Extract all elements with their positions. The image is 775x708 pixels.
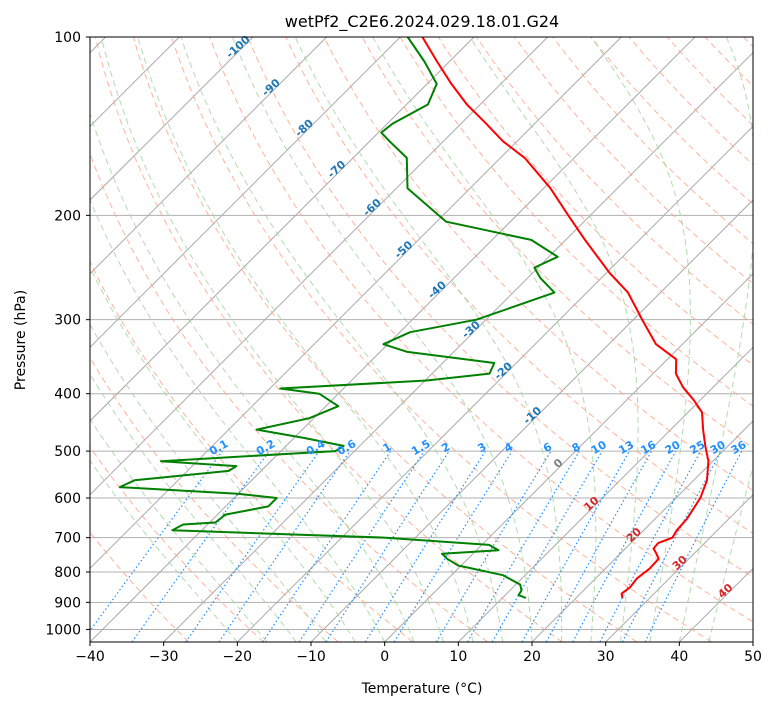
- dry-adiabat-line: [247, 37, 753, 578]
- isotherm-line: [457, 346, 753, 642]
- isotherm-line: [384, 272, 753, 642]
- moist-adiabat-line: [678, 37, 753, 642]
- moist-adiabat-line: [372, 37, 597, 642]
- moist-adiabat-line: [180, 37, 503, 642]
- dry-adiabat-line: [628, 37, 753, 166]
- y-tick-label: 400: [54, 387, 81, 403]
- x-tick-label: 10: [449, 649, 467, 665]
- dry-adiabat-line: [514, 37, 753, 285]
- dry-adiabat-line: [209, 37, 753, 623]
- dry-adiabat-line: [132, 37, 638, 642]
- isotherm-line: [236, 125, 753, 642]
- moist-adiabat-line: [90, 459, 238, 642]
- moist-adiabat-line: [90, 373, 297, 642]
- isotherm-line: [163, 51, 753, 642]
- dry-adiabat-line: [361, 37, 753, 449]
- y-tick-label: 500: [54, 444, 81, 460]
- x-tick-label: 50: [744, 649, 762, 665]
- x-tick-label: −10: [296, 649, 326, 665]
- moist-adiabat-line: [90, 198, 386, 642]
- dry-adiabat-line: [399, 37, 753, 407]
- background-lines: [90, 37, 753, 642]
- moist-adiabat-line: [137, 37, 474, 642]
- moist-adiabat-line: [90, 111, 415, 642]
- y-axis-label: Pressure (hPa): [13, 290, 29, 390]
- isotherm-line: [90, 37, 549, 496]
- y-tick-label: 900: [54, 595, 81, 611]
- mixing-ratio-line: [466, 450, 580, 642]
- y-tick-label: 300: [54, 313, 81, 329]
- mixing-ratio-line: [364, 450, 486, 642]
- x-tick-label: −30: [149, 649, 179, 665]
- moist-adiabat-line: [231, 37, 533, 642]
- moist-adiabat-line: [708, 464, 753, 642]
- dry-adiabat-line: [476, 37, 753, 325]
- x-axis-label: Temperature (°C): [361, 681, 483, 697]
- x-tick-label: −20: [223, 649, 253, 665]
- plot-frame: [89, 36, 754, 643]
- mixing-ratio-line: [131, 450, 270, 642]
- isotherm-line: [90, 37, 401, 349]
- y-tick-label: 1000: [45, 622, 81, 638]
- dry-adiabat-line: [90, 446, 264, 642]
- moist-adiabat-line: [90, 418, 268, 642]
- x-axis: −40 −30 −20 −10 0 10 20 30 40 50: [75, 642, 762, 665]
- data-series: [118, 37, 710, 599]
- isotherm-line: [90, 37, 254, 201]
- mixing-ratio-line: [185, 450, 320, 642]
- moist-adiabat-line: [90, 323, 327, 642]
- moist-adiabat-line: [90, 266, 356, 642]
- y-tick-label: 100: [54, 30, 81, 46]
- mixing-ratio-line: [393, 450, 513, 642]
- y-tick-label: 700: [54, 531, 81, 547]
- mixing-ratio-line: [325, 450, 450, 642]
- moist-adiabat-line: [100, 37, 445, 642]
- x-tick-label: 30: [597, 649, 615, 665]
- x-tick-label: −40: [75, 649, 105, 665]
- isotherm-line: [90, 37, 475, 422]
- y-axis: 100 200 300 400 500 600 700 800 900 1000: [45, 30, 90, 638]
- mixing-ratio-line: [435, 450, 552, 642]
- y-tick-label: 600: [54, 491, 81, 507]
- dry-adiabat-line: [90, 260, 414, 642]
- isotherm-line: [90, 37, 328, 275]
- mixing-ratio-line: [491, 450, 603, 642]
- isotherm-line: [531, 420, 753, 642]
- dry-adiabat-line: [323, 37, 753, 491]
- x-tick-label: 20: [523, 649, 541, 665]
- y-tick-label: 800: [54, 565, 81, 581]
- mixing-ratio-line: [218, 450, 351, 642]
- temperature-profile: [421, 37, 710, 599]
- chart-title: wetPf2_C2E6.2024.029.18.01.G24: [285, 12, 559, 32]
- mixing-ratio-line: [521, 450, 631, 642]
- isotherm-line: [605, 493, 753, 642]
- mixing-ratio-line: [572, 450, 677, 642]
- mixing-ratio-line: [90, 450, 223, 632]
- y-tick-label: 200: [54, 208, 81, 224]
- x-tick-label: 0: [380, 649, 389, 665]
- mixing-ratio-line: [545, 450, 653, 642]
- moist-adiabat-line: [590, 37, 691, 642]
- dewpoint-profile: [118, 37, 559, 599]
- x-tick-label: 40: [670, 649, 688, 665]
- isotherm-line: [90, 37, 622, 570]
- moist-adiabat-line: [294, 37, 563, 642]
